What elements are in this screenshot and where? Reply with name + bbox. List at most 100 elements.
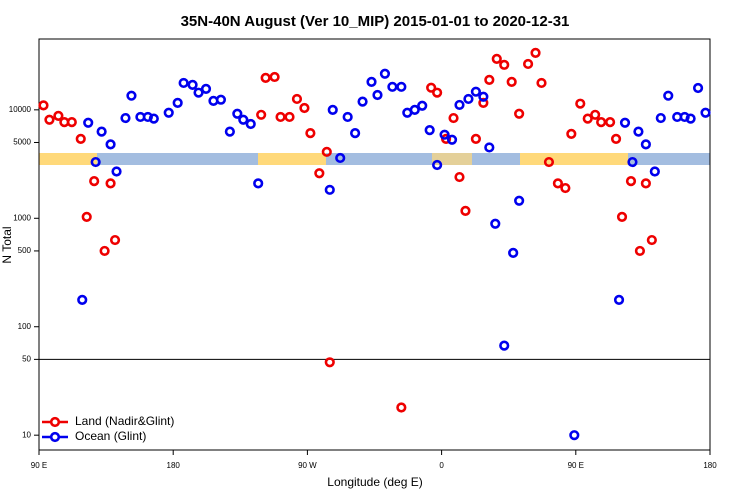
x-tick-label: 0 (439, 461, 444, 470)
point (342, 111, 353, 123)
point (120, 112, 131, 124)
point (200, 83, 212, 94)
x-tick-label: 180 (167, 461, 181, 470)
point (111, 166, 122, 177)
point (569, 430, 580, 441)
point (372, 89, 383, 101)
point (685, 113, 696, 124)
point (81, 211, 92, 222)
point (90, 156, 101, 168)
point (350, 128, 361, 139)
point (439, 129, 450, 140)
point (596, 117, 607, 128)
legend-label: Ocean (Glint) (75, 429, 146, 443)
point (232, 108, 243, 119)
chart-title: 35N-40N August (Ver 10_MIP) 2015-01-01 t… (181, 13, 570, 30)
point (590, 109, 601, 120)
point (44, 114, 55, 125)
point (253, 178, 264, 189)
point (324, 357, 335, 368)
point (506, 76, 517, 87)
point (478, 97, 489, 108)
point (470, 86, 481, 97)
point (646, 234, 657, 246)
point (432, 159, 443, 171)
point (530, 47, 541, 58)
point (478, 91, 489, 102)
point (470, 133, 481, 144)
point (77, 294, 88, 305)
point (454, 171, 465, 183)
point (96, 126, 107, 137)
y-tick-label: 50 (22, 354, 31, 363)
y-tick-label: 500 (18, 246, 32, 255)
point (560, 182, 571, 194)
point (417, 100, 428, 111)
point (633, 126, 644, 137)
point (460, 205, 471, 216)
legend-label: Land (Nadir&Glint) (75, 414, 174, 428)
point (238, 114, 249, 125)
point (499, 59, 510, 70)
point (299, 102, 310, 114)
point (38, 100, 49, 111)
point (224, 126, 235, 137)
y-tick-label: 10 (22, 430, 31, 439)
point (53, 110, 64, 121)
point (284, 111, 295, 123)
surface-band (39, 153, 710, 165)
y-tick-label: 100 (18, 322, 32, 331)
point (700, 107, 711, 118)
point (448, 112, 459, 124)
point (379, 68, 391, 79)
y-tick-label: 5000 (13, 138, 31, 147)
point (543, 156, 555, 168)
point (490, 218, 501, 229)
point (613, 294, 625, 305)
point (508, 247, 519, 258)
point (148, 113, 159, 124)
point (409, 104, 420, 115)
plot-frame (38, 38, 711, 451)
point (692, 82, 704, 94)
point (89, 176, 100, 187)
point (625, 176, 637, 187)
point (426, 82, 437, 93)
legend-marker (49, 431, 61, 443)
point (105, 139, 116, 150)
point (484, 142, 495, 153)
point (321, 146, 332, 157)
point (552, 178, 564, 189)
point (424, 125, 435, 136)
point (275, 111, 286, 123)
point (604, 117, 616, 128)
point (640, 139, 651, 150)
point (432, 87, 443, 98)
point (655, 112, 666, 124)
point (305, 128, 316, 139)
point (109, 234, 121, 246)
y-tick-label: 1000 (13, 213, 31, 222)
x-tick-label: 180 (703, 461, 717, 470)
point (357, 96, 368, 107)
point (324, 184, 335, 195)
x-tick-label: 90 E (31, 461, 47, 470)
point (619, 117, 631, 128)
point (387, 81, 398, 92)
y-axis-label: N Total (0, 226, 14, 263)
point (260, 72, 271, 84)
point (105, 178, 116, 189)
point (396, 402, 407, 413)
point (484, 74, 495, 85)
point (610, 133, 622, 144)
x-tick-label: 90 W (298, 461, 317, 470)
point (99, 245, 110, 257)
point (83, 117, 94, 128)
point (163, 107, 174, 118)
point (256, 109, 267, 120)
point (187, 79, 198, 90)
point (663, 90, 674, 101)
point (245, 118, 256, 130)
legend-marker (49, 416, 61, 428)
point (499, 340, 510, 351)
